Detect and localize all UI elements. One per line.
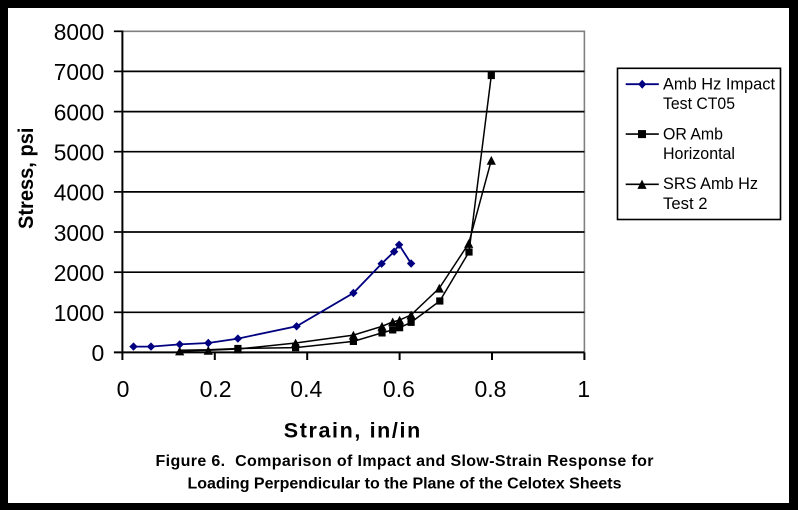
svg-text:1: 1 xyxy=(577,376,590,402)
svg-text:4000: 4000 xyxy=(54,180,105,206)
svg-text:0: 0 xyxy=(117,376,130,402)
svg-text:7000: 7000 xyxy=(54,59,105,85)
svg-text:Horizontal: Horizontal xyxy=(663,145,735,163)
svg-text:1000: 1000 xyxy=(54,300,105,326)
svg-text:Amb Hz Impact: Amb Hz Impact xyxy=(663,76,775,94)
svg-text:Test 2: Test 2 xyxy=(663,195,708,213)
svg-text:2000: 2000 xyxy=(54,260,105,286)
svg-text:0.6: 0.6 xyxy=(383,376,415,402)
svg-text:Stress, psi: Stress, psi xyxy=(15,128,38,230)
svg-text:6000: 6000 xyxy=(54,99,105,125)
svg-text:0: 0 xyxy=(92,340,105,366)
svg-text:0.2: 0.2 xyxy=(200,376,232,402)
svg-text:8000: 8000 xyxy=(54,19,105,45)
svg-text:5000: 5000 xyxy=(54,140,105,166)
svg-text:Figure 6. Comparison of Impac: Figure 6. Comparison of Impact and Slow-… xyxy=(156,453,654,470)
svg-text:SRS Amb Hz: SRS Amb Hz xyxy=(663,175,758,193)
svg-text:3000: 3000 xyxy=(54,220,105,246)
svg-text:Strain, in/in: Strain, in/in xyxy=(284,418,421,442)
svg-text:0.4: 0.4 xyxy=(290,376,322,402)
svg-text:Loading Perpendicular to the P: Loading Perpendicular to the Plane of th… xyxy=(188,476,622,493)
svg-text:0.8: 0.8 xyxy=(475,376,507,402)
svg-text:Test CT05: Test CT05 xyxy=(663,95,735,113)
svg-text:OR Amb: OR Amb xyxy=(663,126,723,144)
